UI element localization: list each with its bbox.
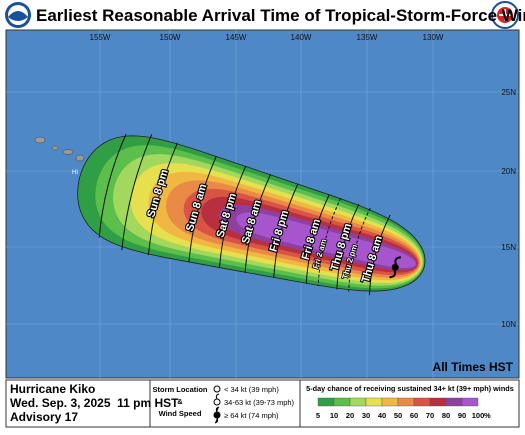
advisory-number: Advisory 17: [10, 410, 78, 424]
scale-label: 70: [426, 411, 434, 420]
longitude-label: 135W: [357, 33, 378, 42]
scale-swatch: [317, 397, 335, 407]
scale-label: 80: [442, 411, 450, 420]
latitude-label: 10N: [501, 320, 516, 329]
scale-label: 100: [472, 411, 485, 420]
island: [62, 149, 74, 155]
arrival-contour: [273, 183, 299, 278]
probability-band: [236, 212, 416, 268]
symbol-storm: [213, 393, 221, 406]
latitude-label: 15N: [501, 243, 516, 252]
scale-label: 20: [346, 411, 354, 420]
arrival-contour: [317, 197, 342, 287]
arrival-contour: [98, 133, 127, 238]
scale-swatch: [381, 397, 399, 407]
probability-scale: 5 10 20 30 40 50 60 70 80 90 100%: [316, 397, 491, 420]
symbol-weak: [213, 385, 221, 393]
key-item: ≥ 64 kt (74 mph): [224, 411, 279, 420]
storm-symbol: [389, 256, 401, 279]
arrival-contour: [188, 155, 217, 263]
scale-swatch: [445, 397, 463, 407]
longitude-label: 145W: [226, 33, 247, 42]
wind-swath: Sun 8 pm Sun 8 am Sat 8 pm Sat 8 am Fri 8 pm…: [77, 133, 426, 296]
scale-label: 40: [378, 411, 386, 420]
scale-swatch: [429, 397, 447, 407]
scale-label: 90: [458, 411, 466, 420]
map: 155W 150W 145W 140W 135W 130W 25N 20N 15N 10N Sun …: [6, 30, 519, 378]
arrival-contour: [336, 203, 360, 290]
state-label: HI: [72, 170, 78, 176]
advisory-date: Wed. Sep. 3, 2025 11 pm HST: [10, 396, 179, 410]
island: [51, 145, 59, 151]
storm-name: Hurricane Kiko: [10, 382, 95, 396]
key-title: Storm Location: [152, 385, 207, 394]
scale-swatch: [461, 397, 479, 407]
latitude-label: 25N: [501, 88, 516, 97]
key-title: Wind Speed: [159, 409, 202, 418]
longitude-label: 140W: [291, 33, 312, 42]
scale-label: 30: [362, 411, 370, 420]
key-item: 34-63 kt (39-73 mph): [224, 398, 295, 407]
scale-swatch: [349, 397, 367, 407]
island: [34, 136, 46, 144]
key-item: < 34 kt (39 mph): [224, 385, 279, 394]
storm-arm: [389, 256, 401, 279]
scale-label: 50: [394, 411, 402, 420]
arrival-contour: [147, 142, 178, 256]
probability-title: 5-day chance of receiving sustained 34+ …: [306, 384, 514, 393]
longitude-label: 130W: [423, 33, 444, 42]
scale-swatch: [333, 397, 351, 407]
longitude-label: 155W: [90, 33, 111, 42]
nws-logo: [491, 1, 519, 29]
latitude-label: 20N: [501, 167, 516, 176]
arrival-contour: [244, 174, 271, 273]
island: [75, 154, 85, 162]
scale-label: 60: [410, 411, 418, 420]
storm-center: [391, 263, 399, 271]
scale-label: 5: [316, 411, 320, 420]
arrival-contour: [368, 214, 391, 296]
longitude-label: 150W: [160, 33, 181, 42]
symbol-hurricane: [213, 406, 221, 424]
arrival-contour: [218, 165, 247, 269]
scale-swatch: [413, 397, 431, 407]
title: Earliest Reasonable Arrival Time of Trop…: [36, 6, 525, 25]
scale-label: 10: [330, 411, 338, 420]
scale-swatch: [397, 397, 415, 407]
scale-swatch: [365, 397, 383, 407]
noaa-logo: [5, 2, 31, 28]
arrival-contour: [121, 134, 153, 251]
arrival-contour: [305, 194, 330, 284]
scale-unit: %: [484, 411, 491, 420]
key-title: &: [177, 397, 183, 406]
time-note: All Times HST: [433, 360, 514, 374]
